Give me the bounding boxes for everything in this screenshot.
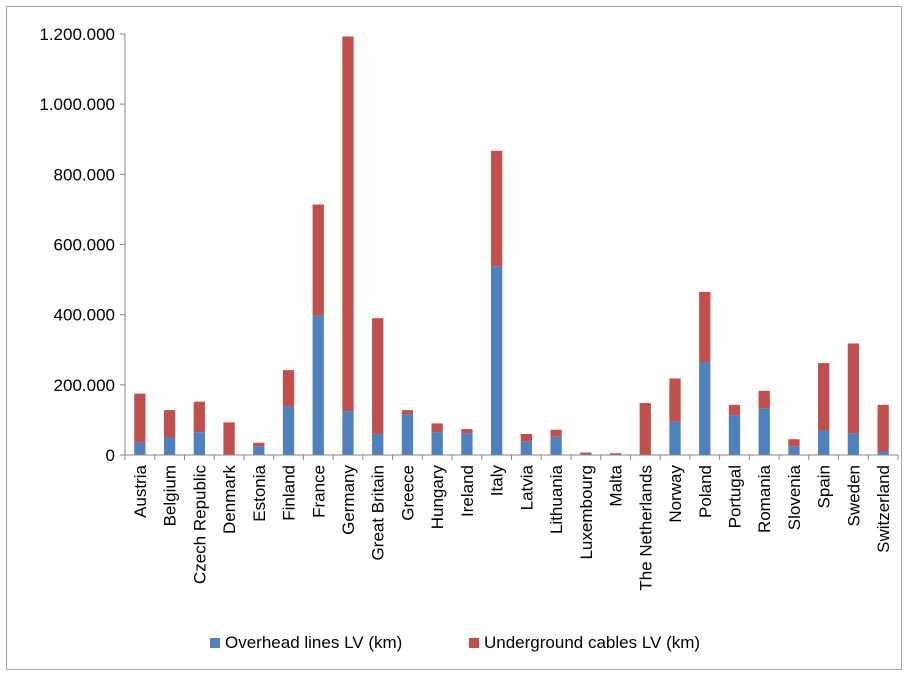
y-tick-label: 600.000	[54, 236, 115, 255]
x-tick-label: Belgium	[161, 465, 180, 526]
x-tick-label: Switzerland	[874, 465, 893, 553]
bar-underground-segment	[312, 204, 324, 316]
legend-swatch-overhead	[210, 638, 220, 648]
x-tick-label: Poland	[696, 465, 715, 518]
y-tick-label: 400.000	[54, 306, 115, 325]
bar-underground-segment	[193, 401, 205, 433]
x-axis: Austria Belgium Czech Republic Denmark Eston…	[124, 454, 899, 591]
y-tick-label: 1.000.000	[39, 95, 115, 114]
bar-underground-segment	[134, 393, 146, 443]
bar-overhead-segment	[728, 415, 741, 455]
x-tick-label: The Netherlands	[636, 465, 655, 591]
bar-overhead-segment	[193, 432, 205, 455]
x-tick-label: Spain	[815, 465, 834, 508]
x-tick-label: Estonia	[250, 464, 269, 521]
x-tick-label: Czech Republic	[190, 465, 209, 585]
x-tick-label: Finland	[280, 465, 299, 521]
bar-underground-segment	[401, 410, 414, 415]
bar-overhead-segment	[163, 437, 176, 455]
bar-overhead-segment	[490, 266, 503, 455]
bar-underground-segment	[818, 363, 830, 431]
bar-underground-segment	[758, 390, 770, 409]
bar-overhead-segment	[788, 446, 800, 455]
bar-underground-segment	[847, 343, 860, 434]
bar-overhead-segment	[818, 430, 830, 455]
bar-underground-segment	[342, 36, 354, 412]
bar-overhead-segment	[877, 451, 889, 455]
x-tick-label: Denmark	[220, 465, 239, 534]
chart-frame	[6, 6, 902, 670]
bar-overhead-segment	[134, 442, 146, 455]
bar-overhead-segment	[312, 315, 324, 455]
legend-label-overhead: Overhead lines LV (km)	[225, 633, 402, 652]
y-tick-label: 200.000	[54, 376, 115, 395]
bar-overhead-segment	[669, 421, 681, 455]
legend-swatch-underground	[469, 638, 479, 648]
bar-underground-segment	[520, 433, 533, 442]
bar-overhead-segment	[253, 446, 265, 455]
bar-underground-segment	[580, 452, 592, 455]
bar-underground-segment	[788, 439, 800, 447]
x-tick-label: Sweden	[844, 465, 863, 526]
y-tick-label: 800.000	[54, 165, 115, 184]
y-tick-label: 0	[106, 446, 115, 465]
bar-overhead-segment	[847, 433, 860, 455]
bar-underground-segment	[728, 404, 741, 416]
x-tick-label: Lithuania	[547, 464, 566, 534]
x-tick-label: Norway	[666, 465, 685, 523]
bar-underground-segment	[699, 291, 711, 363]
bar-overhead-segment	[431, 432, 443, 455]
bar-overhead-segment	[342, 411, 354, 455]
bar-underground-segment	[877, 404, 889, 452]
bar-underground-segment	[372, 318, 384, 434]
legend-label-underground: Underground cables LV (km)	[484, 633, 700, 652]
bar-underground-segment	[461, 429, 473, 434]
bar-underground-segment	[639, 403, 651, 455]
bars	[134, 36, 889, 455]
x-tick-label: Portugal	[725, 465, 744, 528]
bar-underground-segment	[490, 150, 503, 267]
bar-overhead-segment	[699, 362, 711, 455]
x-tick-label: Great Britain	[369, 465, 388, 560]
x-tick-label: Romania	[755, 464, 774, 533]
bar-underground-segment	[163, 410, 176, 438]
bar-overhead-segment	[282, 406, 295, 455]
bar-overhead-segment	[461, 433, 473, 455]
x-tick-label: Greece	[398, 465, 417, 521]
x-tick-label: Germany	[339, 465, 358, 535]
bar-overhead-segment	[372, 433, 384, 455]
x-tick-label: Latvia	[517, 464, 536, 510]
bar-underground-segment	[431, 423, 443, 433]
y-axis: 0 200.000 400.000 600.000 800.000 1.000.000 1.…	[39, 25, 126, 465]
bar-underground-segment	[669, 378, 681, 422]
x-tick-label: Slovenia	[785, 464, 804, 530]
y-tick-label: 1.200.000	[39, 25, 115, 44]
x-tick-label: Luxembourg	[577, 465, 596, 560]
legend: Overhead lines LV (km) Underground cable…	[210, 633, 700, 652]
bar-overhead-segment	[401, 414, 414, 455]
bar-underground-segment	[253, 442, 265, 447]
bar-underground-segment	[282, 370, 295, 407]
bar-overhead-segment	[520, 441, 533, 455]
bar-underground-segment	[550, 429, 562, 437]
bar-overhead-segment	[550, 436, 562, 455]
bar-underground-segment	[609, 453, 622, 455]
bar-overhead-segment	[758, 408, 770, 455]
x-tick-label: Italy	[488, 465, 507, 497]
x-tick-label: Austria	[131, 464, 150, 517]
x-tick-label: Malta	[607, 464, 626, 506]
x-tick-label: Ireland	[458, 465, 477, 517]
x-tick-label: France	[309, 465, 328, 518]
x-tick-label: Hungary	[428, 465, 447, 530]
bar-underground-segment	[223, 422, 235, 455]
